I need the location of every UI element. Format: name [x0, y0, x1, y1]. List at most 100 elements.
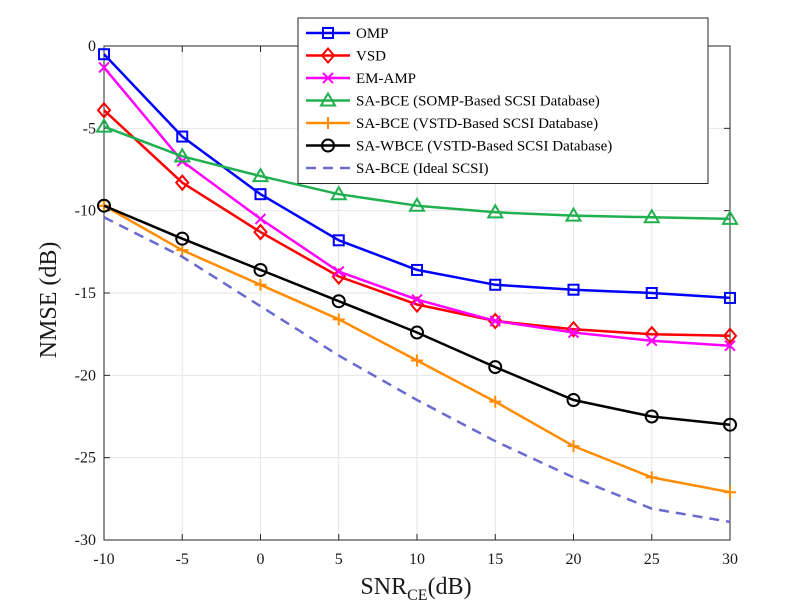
series-sa-bce-ideal-scsi	[103, 216, 731, 524]
x-tick-label: 10	[409, 551, 425, 568]
legend-marker	[322, 117, 334, 129]
data-point	[411, 293, 423, 306]
series-sa-bce-vstd-based-scsi-database	[98, 199, 736, 499]
series-line-sa-wbce-vstd-based-scsi-database	[103, 204, 731, 426]
x-tick-label: 30	[722, 551, 738, 568]
series-line-omp	[103, 53, 731, 300]
data-point	[567, 283, 580, 296]
x-axis-label-unit: (dB)	[428, 574, 472, 600]
series-sa-wbce-vstd-based-scsi-database	[97, 198, 737, 432]
data-point	[566, 320, 581, 338]
data-point	[174, 174, 190, 192]
y-axis: 0 -5 -10 -15 -20 -25 -30	[75, 38, 730, 549]
data-point	[488, 360, 503, 375]
data-point	[254, 213, 267, 225]
data-point	[408, 196, 426, 212]
data-point	[723, 417, 737, 432]
x-tick-label: 20	[566, 551, 582, 568]
legend-label: VSD	[356, 49, 386, 65]
data-point	[95, 117, 113, 133]
data-point	[98, 61, 110, 74]
series-em-amp	[98, 61, 736, 352]
y-tick-label: -30	[75, 532, 96, 549]
data-point	[330, 185, 348, 201]
data-point	[567, 440, 580, 453]
data-point	[724, 339, 736, 352]
series-line-sa-bce-somp-based-scsi-database	[103, 125, 731, 221]
data-point	[176, 244, 189, 257]
legend-label: OMP	[356, 26, 389, 42]
legend-item: SA-WBCE (VSTD-Based SCSI Database)	[306, 138, 612, 155]
data-point	[96, 101, 112, 119]
data-point	[332, 313, 345, 326]
data-point	[643, 208, 661, 224]
legend-item: SA-BCE (Ideal SCSI)	[306, 161, 489, 177]
data-point	[253, 223, 268, 241]
data-point	[645, 471, 658, 484]
legend-label: SA-BCE (VSTD-Based SCSI Database)	[356, 116, 598, 132]
y-tick-label: -5	[83, 120, 96, 137]
legend: OMP VSD EM-AMP SA-BCE (SOMP-Based SCSI Data…	[297, 17, 709, 184]
data-point	[722, 327, 738, 345]
data-point	[97, 198, 111, 213]
data-point	[646, 335, 658, 347]
x-tick-label: -10	[93, 551, 114, 568]
legend-label: SA-BCE (Ideal SCSI)	[356, 161, 489, 177]
legend-marker	[320, 46, 336, 65]
data-point	[489, 278, 502, 291]
legend-item: EM-AMP	[306, 71, 416, 87]
data-point	[254, 188, 267, 201]
data-point	[410, 325, 424, 340]
data-point	[489, 395, 502, 408]
x-axis: -10 -5 0 5 10 15 20 25 30	[93, 46, 738, 568]
legend-box	[297, 17, 709, 184]
y-tick-label: -20	[75, 367, 96, 384]
data-point	[175, 231, 190, 246]
data-point	[173, 147, 191, 163]
data-point	[721, 209, 739, 225]
series-layer	[95, 48, 739, 524]
data-point	[567, 326, 580, 339]
x-tick-label: 5	[335, 551, 343, 568]
legend-label: SA-BCE (SOMP-Based SCSI Database)	[356, 94, 600, 110]
legend-label: SA-WBCE (VSTD-Based SCSI Database)	[356, 139, 612, 155]
series-line-vsd	[103, 109, 731, 338]
data-point	[489, 315, 501, 327]
y-tick-label: -15	[75, 285, 96, 302]
legend-item: OMP	[306, 26, 389, 42]
x-tick-label: 25	[644, 551, 660, 568]
series-sa-bce-somp-based-scsi-database	[95, 117, 739, 225]
legend-item: SA-BCE (SOMP-Based SCSI Database)	[306, 91, 600, 110]
data-point	[411, 354, 423, 367]
data-point	[254, 278, 267, 291]
legend-marker	[319, 91, 337, 107]
y-tick-label: -10	[75, 203, 96, 220]
data-point	[566, 393, 581, 408]
legend-item: SA-BCE (VSTD-Based SCSI Database)	[306, 116, 598, 132]
data-point	[332, 234, 345, 247]
x-axis-label-main: SNR	[360, 574, 407, 600]
legend-item: VSD	[306, 46, 386, 65]
x-tick-label: -5	[176, 551, 189, 568]
data-point	[331, 294, 346, 309]
data-point	[724, 486, 736, 499]
data-point	[333, 265, 345, 278]
legend-marker	[321, 138, 335, 153]
series-line-sa-bce-ideal-scsi	[103, 216, 731, 524]
data-point	[253, 262, 268, 277]
data-point	[645, 287, 658, 299]
data-point	[98, 48, 110, 61]
data-point	[724, 291, 736, 304]
data-point	[251, 167, 270, 183]
x-axis-label-sub: CE	[407, 587, 427, 604]
data-point	[176, 130, 189, 143]
data-point	[486, 203, 504, 219]
data-point	[564, 206, 583, 222]
x-tick-label: 15	[487, 551, 503, 568]
y-axis-label: NMSE (dB)	[36, 242, 62, 359]
y-tick-label: -25	[75, 450, 96, 467]
series-omp	[98, 48, 736, 304]
legend-marker	[322, 72, 334, 84]
legend-marker	[322, 27, 334, 39]
